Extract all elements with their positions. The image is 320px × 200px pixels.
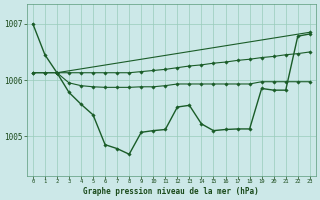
X-axis label: Graphe pression niveau de la mer (hPa): Graphe pression niveau de la mer (hPa) <box>84 187 259 196</box>
